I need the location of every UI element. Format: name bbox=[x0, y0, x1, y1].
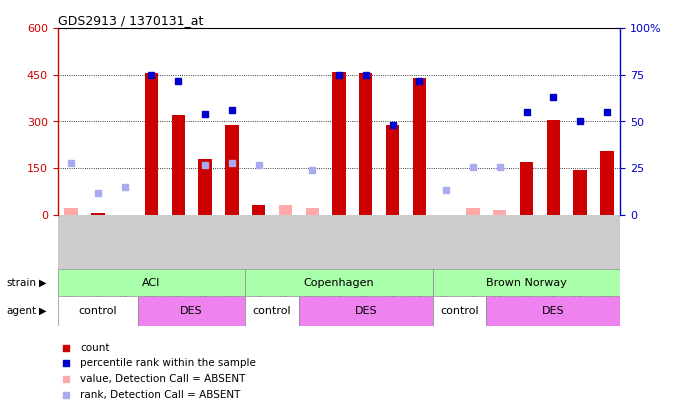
Bar bbox=[386, 125, 399, 215]
Text: ▶: ▶ bbox=[39, 278, 46, 288]
Bar bbox=[198, 159, 212, 215]
Bar bbox=[252, 205, 265, 215]
Bar bbox=[493, 210, 506, 215]
Bar bbox=[245, 269, 433, 296]
Text: DES: DES bbox=[355, 306, 377, 316]
Bar bbox=[225, 125, 239, 215]
Text: rank, Detection Call = ABSENT: rank, Detection Call = ABSENT bbox=[80, 390, 241, 400]
Bar bbox=[433, 296, 486, 326]
Bar bbox=[58, 296, 138, 326]
Bar bbox=[144, 73, 158, 215]
Bar bbox=[520, 162, 534, 215]
Bar bbox=[279, 205, 292, 215]
Bar bbox=[574, 170, 587, 215]
Bar bbox=[245, 296, 299, 326]
Bar bbox=[486, 296, 620, 326]
Bar bbox=[546, 120, 560, 215]
Text: control: control bbox=[79, 306, 117, 316]
Bar bbox=[91, 213, 104, 215]
Text: ACI: ACI bbox=[142, 278, 161, 288]
Bar bbox=[138, 296, 245, 326]
Text: Copenhagen: Copenhagen bbox=[304, 278, 374, 288]
Bar bbox=[172, 115, 185, 215]
Text: count: count bbox=[80, 343, 110, 353]
Text: agent: agent bbox=[7, 306, 37, 316]
Bar bbox=[466, 209, 479, 215]
Text: DES: DES bbox=[542, 306, 565, 316]
Text: Brown Norway: Brown Norway bbox=[486, 278, 567, 288]
Text: control: control bbox=[440, 306, 479, 316]
Bar bbox=[433, 269, 620, 296]
Bar bbox=[58, 269, 245, 296]
Bar bbox=[299, 296, 433, 326]
Bar bbox=[306, 209, 319, 215]
Text: GDS2913 / 1370131_at: GDS2913 / 1370131_at bbox=[58, 14, 203, 27]
Bar bbox=[600, 151, 614, 215]
Text: ▶: ▶ bbox=[39, 306, 46, 316]
Bar bbox=[359, 73, 372, 215]
Bar bbox=[413, 78, 426, 215]
Text: value, Detection Call = ABSENT: value, Detection Call = ABSENT bbox=[80, 374, 245, 384]
Text: percentile rank within the sample: percentile rank within the sample bbox=[80, 358, 256, 368]
Bar bbox=[332, 72, 346, 215]
Text: strain: strain bbox=[7, 278, 37, 288]
Text: control: control bbox=[253, 306, 292, 316]
Text: DES: DES bbox=[180, 306, 203, 316]
Bar bbox=[64, 209, 78, 215]
